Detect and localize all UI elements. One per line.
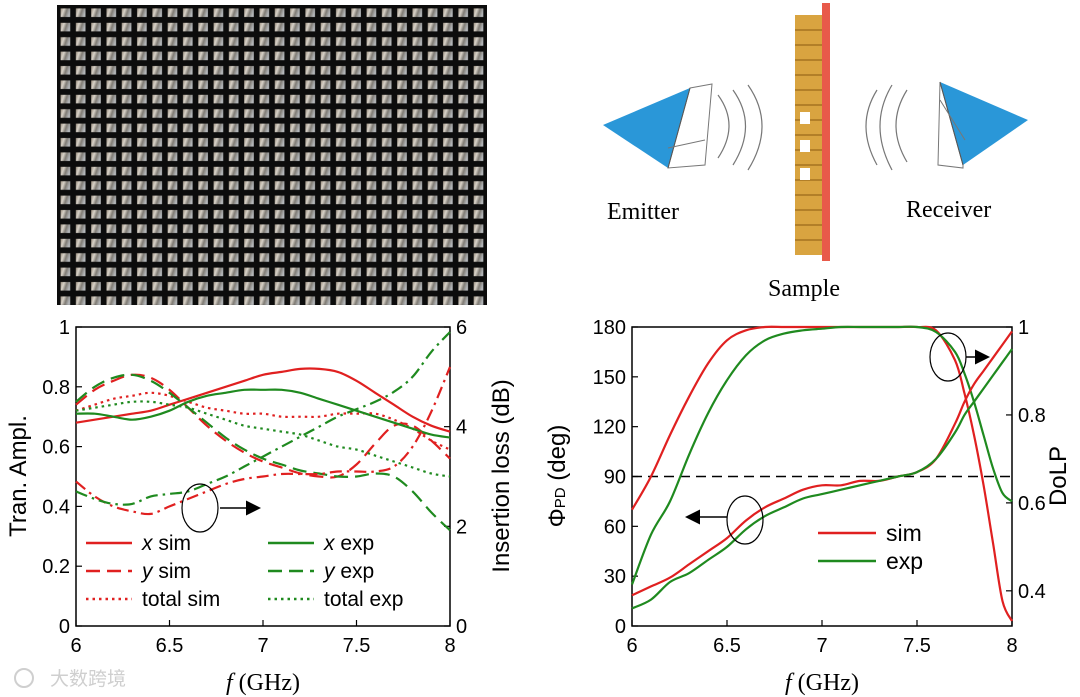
series-line-DoLP-exp — [631, 348, 1013, 610]
y-left-tick-label: 0.6 — [42, 437, 70, 459]
legend-label-text: sim — [158, 532, 191, 555]
y-left-tick-label: 0 — [615, 616, 626, 638]
emitter-label: Emitter — [607, 199, 679, 225]
y-left-tick-label: 0.8 — [42, 377, 70, 399]
y-left-tick-label: 90 — [604, 467, 626, 489]
receiver-horn-icon — [937, 81, 1028, 169]
legend-label: total sim — [142, 588, 220, 611]
y-right-tick-label: 4 — [456, 417, 467, 439]
x-tick-label: 7.5 — [343, 635, 371, 657]
x-tick-label: 6.5 — [156, 635, 184, 657]
y-right-tick-label: 0.8 — [1018, 405, 1046, 427]
ellipse-annotation — [181, 483, 219, 533]
x-axis-label: f (GHz) — [785, 670, 859, 696]
y-left-tick-label: 120 — [593, 417, 626, 439]
series-line-total-sim — [75, 391, 451, 451]
x-axis-label-unit: (GHz) — [798, 670, 859, 696]
legend-label-text: sim — [158, 560, 191, 583]
emitter-horn-icon — [603, 83, 713, 169]
y-left-axis-label-unit: (deg) — [544, 425, 571, 488]
y-right-tick-label: 1 — [1018, 317, 1029, 339]
legend-label: sim — [886, 520, 922, 546]
y-left-axis-label: Tran. Ampl. — [5, 415, 32, 537]
y-right-tick-label: 6 — [456, 317, 467, 339]
x-tick-label: 6.5 — [713, 635, 741, 657]
y-left-tick-label: 1 — [59, 317, 70, 339]
series-line-IL-sim — [75, 366, 452, 516]
ellipse-annotation — [929, 332, 967, 382]
legend-label: exp — [886, 548, 923, 574]
y-left-tick-label: 0 — [59, 616, 70, 638]
series-line-total-exp — [75, 400, 451, 478]
series-line-x-exp — [75, 388, 451, 439]
legend-label: x exp — [323, 532, 374, 555]
y-left-tick-label: 180 — [593, 317, 626, 339]
x-tick-label: 8 — [444, 635, 455, 657]
x-tick-label: 7 — [816, 635, 827, 657]
y-right-axis-label: Insertion loss (dB) — [488, 379, 515, 572]
received-waves — [865, 84, 908, 171]
legend-label-italic: y — [140, 560, 158, 583]
y-left-axis-label: ΦPD (deg) — [544, 425, 571, 528]
phase-labels: 6 6.5 7 7.5 8 0 30 60 90 120 150 180 0.4 0.6 0.8 1 f (GH… — [544, 317, 1072, 696]
setup-schematic: Emitter Receiver Sample — [603, 3, 1028, 302]
emitted-waves — [717, 84, 763, 171]
y-right-axis-label: DoLP — [1045, 446, 1072, 506]
legend-label-text: total exp — [324, 588, 403, 611]
series-line-phase-exp — [630, 325, 1013, 585]
sample-slab — [795, 3, 830, 261]
ellipse-annotation — [726, 495, 764, 545]
y-left-tick-label: 30 — [604, 566, 626, 588]
phase-series — [630, 325, 1013, 622]
legend-label: x sim — [141, 532, 191, 555]
legend-label: y exp — [322, 560, 374, 583]
legend-label-italic: x — [323, 532, 340, 555]
x-tick-label: 6 — [626, 635, 637, 657]
y-left-tick-label: 0.2 — [42, 556, 70, 578]
x-tick-label: 7 — [257, 635, 268, 657]
y-left-tick-label: 0.4 — [42, 496, 70, 518]
legend-label-italic: x — [141, 532, 158, 555]
series-line-IL-exp — [75, 331, 451, 506]
watermark-text: 大数跨境 — [50, 668, 126, 690]
y-right-tick-label: 2 — [456, 516, 467, 538]
series-line-DoLP-sim — [631, 330, 1013, 597]
x-axis-label: f (GHz) — [226, 670, 300, 696]
y-right-tick-label: 0 — [456, 616, 467, 638]
sample-label: Sample — [768, 276, 840, 302]
y-left-tick-label: 60 — [604, 516, 626, 538]
legend-label-text: exp — [340, 532, 374, 555]
watermark: 大数跨境 — [14, 668, 126, 690]
x-axis-label-unit: (GHz) — [239, 670, 300, 696]
series-line-phase-sim — [631, 325, 1013, 622]
legend-label: total exp — [324, 588, 403, 611]
x-tick-label: 8 — [1006, 635, 1017, 657]
y-left-tick-label: 150 — [593, 367, 626, 389]
x-tick-label: 6 — [70, 635, 81, 657]
legend-label-text: total sim — [142, 588, 220, 611]
sample-photo — [57, 5, 487, 305]
legend-label: y sim — [140, 560, 191, 583]
series-line-y-exp — [75, 373, 451, 532]
watermark-logo-icon — [14, 668, 34, 688]
y-right-tick-label: 0.4 — [1018, 581, 1046, 603]
y-right-tick-label: 0.6 — [1018, 493, 1046, 515]
x-tick-label: 7.5 — [903, 635, 931, 657]
transmission-series — [75, 331, 452, 532]
x-axis-label-italic: f — [226, 670, 239, 696]
legend-label-text: exp — [340, 560, 374, 583]
y-left-axis-label-sub: PD — [552, 487, 569, 508]
legend-label-italic: y — [322, 560, 340, 583]
receiver-label: Receiver — [906, 197, 991, 223]
y-left-axis-label-main: Φ — [544, 508, 571, 527]
x-axis-label-italic: f — [785, 670, 798, 696]
series-line-x-sim — [75, 367, 451, 433]
